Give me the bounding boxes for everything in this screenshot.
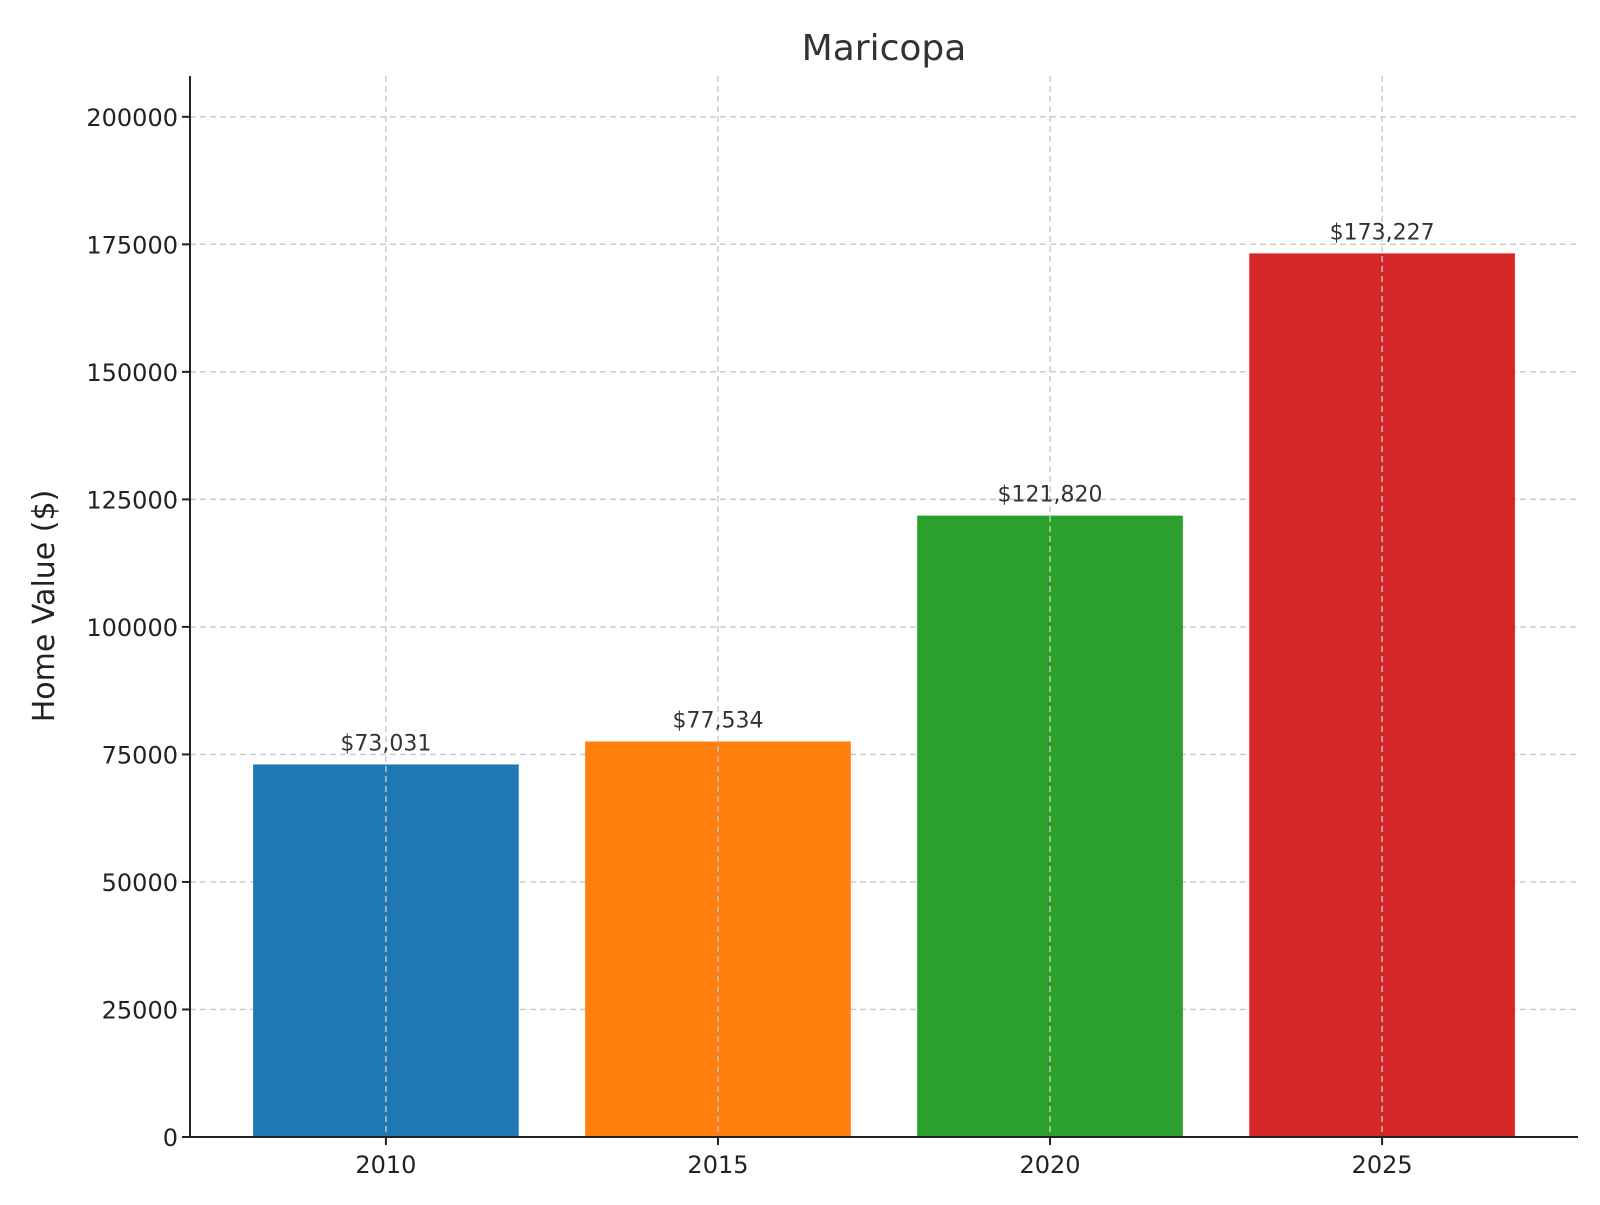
y-tick-label: 200000 — [86, 104, 178, 132]
data-label: $121,820 — [998, 483, 1103, 508]
label-layer: 0 25000 50000 75000 100000 125000 150000 175000… — [86, 104, 1434, 1179]
y-axis-title: Home Value ($) — [27, 490, 62, 723]
data-label: $73,031 — [340, 731, 431, 756]
bar-2025 — [1249, 253, 1515, 1137]
bar-layer — [253, 253, 1515, 1137]
x-tick-label: 2025 — [1352, 1151, 1413, 1179]
data-label: $173,227 — [1330, 220, 1435, 245]
y-tick-label: 75000 — [102, 741, 178, 769]
data-label: $77,534 — [672, 709, 763, 734]
y-tick-label: 50000 — [102, 869, 178, 897]
y-tick-label: 25000 — [102, 996, 178, 1024]
x-tick-label: 2020 — [1019, 1151, 1080, 1179]
x-tick-label: 2015 — [687, 1151, 748, 1179]
chart-title: Maricopa — [802, 28, 967, 69]
y-tick-label: 125000 — [86, 486, 178, 514]
x-tick-label: 2010 — [355, 1151, 416, 1179]
y-tick-label: 175000 — [86, 231, 178, 259]
y-tick-label: 0 — [163, 1124, 178, 1152]
y-tick-label: 150000 — [86, 359, 178, 387]
y-tick-label: 100000 — [86, 614, 178, 642]
vertical-grid-layer — [385, 76, 1383, 1137]
axis-layer — [189, 76, 1578, 1138]
